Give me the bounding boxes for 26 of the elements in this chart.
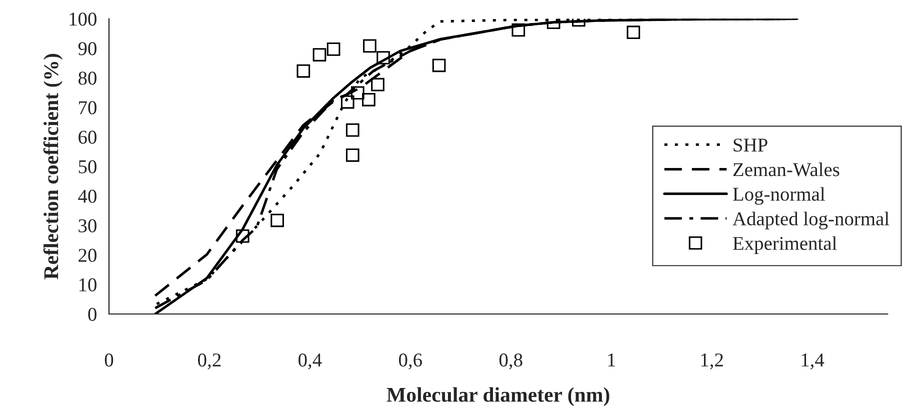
x-tick-label: 0,8 bbox=[499, 353, 522, 370]
x-axis-title: Molecular diameter (nm) bbox=[386, 387, 610, 406]
x-tick-label: 0 bbox=[104, 353, 114, 367]
y-tick-label: 20 bbox=[78, 248, 96, 262]
x-tick-label: 0,4 bbox=[298, 353, 322, 370]
y-tick-label: 10 bbox=[79, 278, 96, 292]
y-tick-label: 50 bbox=[78, 160, 96, 174]
y-tick-label: 100 bbox=[70, 12, 96, 26]
legend-label: Log-normal bbox=[733, 187, 825, 205]
y-tick-label: 40 bbox=[78, 190, 96, 203]
y-tick-label: 80 bbox=[78, 72, 96, 85]
y-tick-label: 90 bbox=[78, 42, 96, 56]
y-tick-label: 70 bbox=[79, 101, 96, 114]
x-tick-label: 1,2 bbox=[701, 354, 723, 370]
y-axis-title: Reflection coefficient (%) bbox=[43, 54, 62, 280]
x-tick-label: 0,2 bbox=[198, 353, 221, 370]
x-tick-label: 1 bbox=[608, 354, 616, 366]
x-tick-label: 0,6 bbox=[398, 353, 422, 370]
legend-label: Experimental bbox=[733, 236, 837, 254]
y-tick-label: 0 bbox=[88, 308, 96, 321]
x-tick-label: 1,4 bbox=[802, 354, 824, 370]
y-tick-label: 30 bbox=[78, 219, 96, 232]
y-tick-label: 60 bbox=[78, 130, 96, 144]
legend-label: Adapted log-normal bbox=[732, 212, 890, 230]
legend-label: Zeman-Wales bbox=[733, 162, 840, 176]
legend-label: SHP bbox=[734, 138, 768, 152]
